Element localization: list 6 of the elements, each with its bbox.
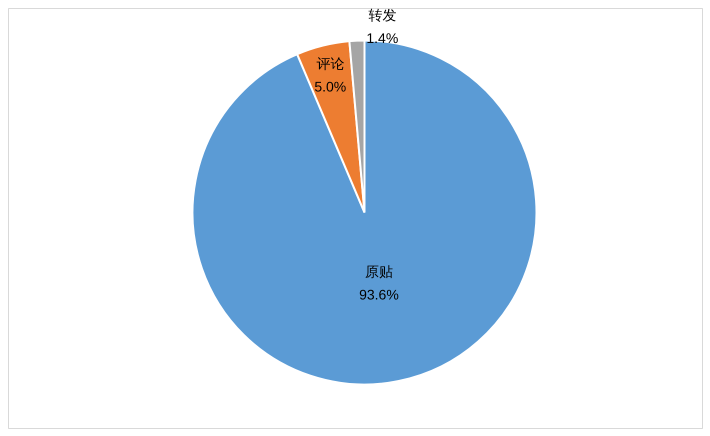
data-label: 1.4% [366, 30, 398, 46]
slice-label: 原贴 [364, 264, 393, 280]
slice-label: 评论 [316, 56, 344, 73]
data-label: 5.0% [314, 78, 346, 95]
data-label: 93.6% [359, 286, 399, 302]
slice-label: 转发 [368, 8, 396, 24]
